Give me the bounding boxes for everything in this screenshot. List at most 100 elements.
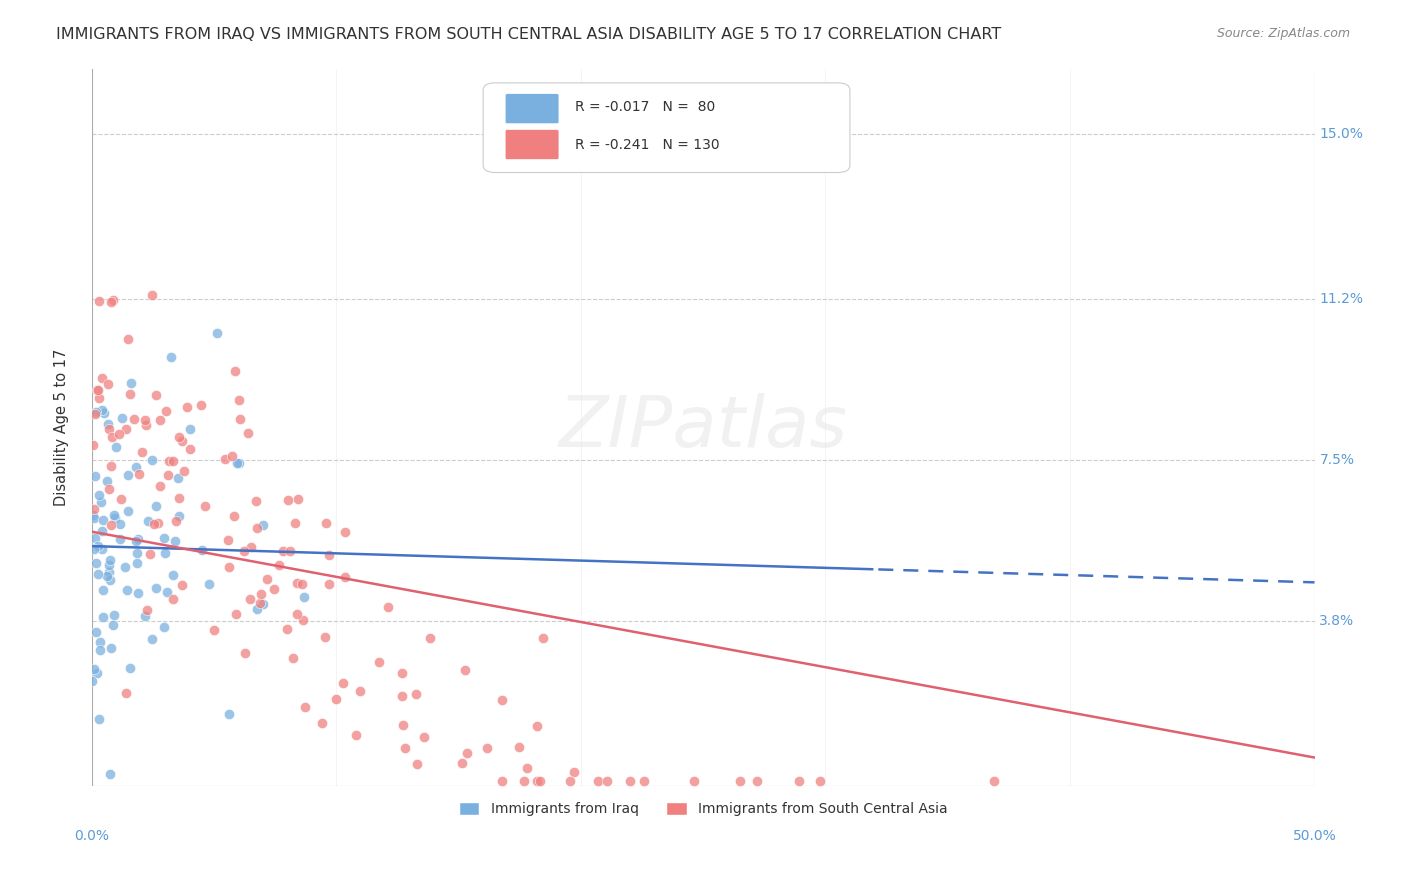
Point (226, 456, 249, 470)
Point (292, 591, 315, 605)
Point (145, 388, 167, 402)
Point (222, 509, 245, 524)
Point (87, 539, 110, 553)
Point (96, 474, 118, 488)
Point (529, 774, 551, 789)
Point (218, 560, 240, 574)
Point (98, 422, 121, 436)
Point (290, 576, 312, 591)
Point (86, 556, 108, 570)
Point (413, 730, 436, 744)
Point (98, 767, 121, 781)
Point (98, 574, 121, 588)
Point (205, 326, 228, 341)
Point (191, 542, 214, 557)
Point (89, 643, 111, 657)
Point (491, 693, 513, 707)
Point (558, 774, 581, 789)
Point (377, 600, 399, 615)
Point (124, 411, 146, 425)
Text: R = -0.017   N =  80: R = -0.017 N = 80 (575, 100, 716, 114)
Point (285, 576, 308, 591)
Point (526, 719, 548, 733)
Point (153, 546, 176, 560)
Point (229, 412, 252, 426)
Text: 50.0%: 50.0% (1292, 830, 1336, 843)
Point (246, 521, 269, 535)
Text: IMMIGRANTS FROM IRAQ VS IMMIGRANTS FROM SOUTH CENTRAL ASIA DISABILITY AGE 5 TO 1: IMMIGRANTS FROM IRAQ VS IMMIGRANTS FROM … (56, 27, 1001, 42)
Point (101, 430, 124, 444)
Point (115, 583, 138, 598)
Point (228, 393, 250, 408)
Point (179, 442, 201, 456)
Point (101, 293, 124, 307)
Point (512, 774, 534, 789)
Point (169, 508, 191, 523)
Point (82, 438, 104, 452)
Point (142, 516, 165, 531)
Point (103, 508, 125, 523)
Point (153, 531, 176, 545)
Point (287, 491, 309, 506)
Point (983, 774, 1005, 789)
Point (221, 449, 243, 463)
Point (131, 445, 153, 459)
Point (84, 625, 107, 640)
Point (91, 513, 114, 527)
Point (239, 592, 262, 607)
Text: R = -0.241   N = 130: R = -0.241 N = 130 (575, 137, 720, 152)
Point (233, 544, 256, 558)
Text: 3.8%: 3.8% (1319, 614, 1354, 628)
Point (149, 479, 172, 493)
Point (100, 295, 122, 310)
Point (256, 572, 278, 586)
Point (728, 774, 751, 789)
Point (162, 592, 184, 607)
Point (531, 631, 554, 645)
Point (224, 363, 246, 377)
Point (90, 524, 112, 538)
Point (456, 746, 478, 760)
Point (139, 547, 162, 561)
Point (89, 635, 111, 649)
Point (562, 764, 585, 779)
Point (83, 542, 105, 557)
Point (419, 631, 441, 645)
Point (162, 568, 184, 582)
Point (249, 596, 271, 610)
Point (315, 516, 337, 530)
Point (111, 411, 134, 425)
Point (596, 774, 619, 789)
Point (87, 384, 110, 398)
Point (84, 404, 107, 418)
Point (165, 514, 187, 528)
Text: 7.5%: 7.5% (1319, 453, 1354, 467)
Text: 0.0%: 0.0% (75, 830, 110, 843)
Point (508, 740, 530, 755)
Point (526, 774, 548, 789)
Point (311, 716, 333, 731)
Point (318, 548, 340, 562)
Point (167, 430, 190, 444)
Point (170, 577, 193, 591)
Point (214, 451, 236, 466)
Point (128, 467, 150, 481)
Point (115, 422, 138, 436)
Point (294, 700, 316, 714)
Point (91, 609, 114, 624)
Point (91, 583, 114, 598)
Point (228, 456, 250, 470)
Point (97, 558, 120, 573)
Point (86, 383, 108, 397)
Point (619, 774, 641, 789)
Point (344, 728, 367, 742)
Point (83, 468, 105, 483)
Point (491, 774, 513, 789)
Text: Disability Age 5 to 17: Disability Age 5 to 17 (53, 349, 69, 506)
Point (405, 687, 427, 701)
Text: Source: ZipAtlas.com: Source: ZipAtlas.com (1216, 27, 1350, 40)
Point (280, 544, 302, 558)
Point (93, 406, 115, 420)
Point (83, 501, 105, 516)
Point (169, 491, 191, 506)
